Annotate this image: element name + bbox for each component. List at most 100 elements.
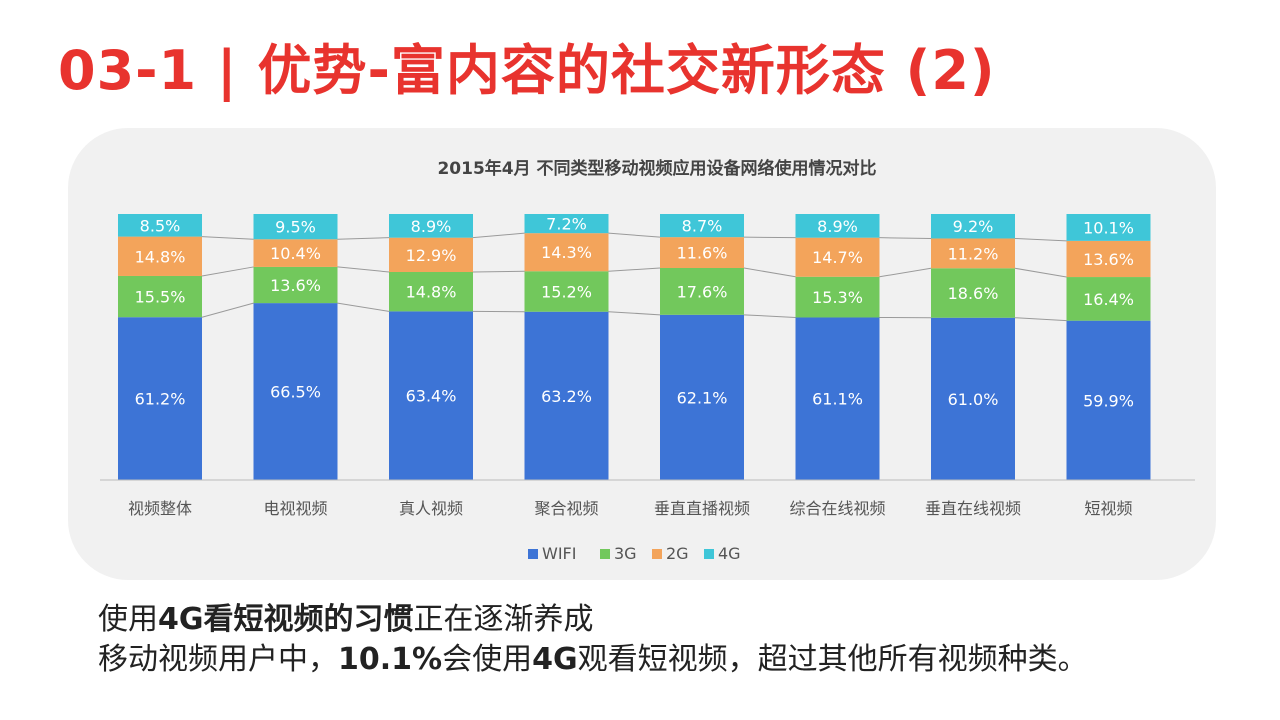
bar-segment-4g (1066, 214, 1151, 241)
category-label: 视频整体 (128, 499, 192, 518)
data-label: 14.8% (406, 283, 457, 302)
data-label: 8.9% (817, 217, 858, 236)
data-label: 14.8% (135, 247, 186, 266)
connector-line (608, 267, 661, 272)
connector-line (879, 267, 932, 278)
slide-title: 03-1 | 优势-富内容的社交新形态 (2) (58, 39, 996, 102)
summary-line-2-part-3: 观看短视频，超过其他所有视频种类。 (577, 642, 1088, 677)
data-label: 66.5% (270, 383, 321, 402)
legend-swatch-4g (704, 549, 714, 559)
bar-segment-3g (253, 266, 338, 304)
bar-segment-4g (389, 214, 473, 238)
bar-segment-wifi (389, 311, 473, 480)
data-label: 62.1% (677, 388, 728, 407)
bar-segment-wifi (795, 317, 880, 480)
bar-segment-4g (524, 214, 609, 234)
summary-line-1-bold: 4G看短视频的习惯 (158, 602, 414, 637)
connector-line (201, 266, 254, 277)
stacked-bar-chart: 2015年4月 不同类型移动视频应用设备网络使用情况对比 61.2% 15.5% 14… (100, 158, 1195, 563)
chart-title: 2015年4月 不同类型移动视频应用设备网络使用情况对比 (437, 158, 876, 179)
bar-segment-2g (389, 237, 473, 272)
data-label: 8.9% (411, 217, 452, 236)
connector-line (608, 232, 661, 238)
data-label: 11.2% (948, 244, 999, 263)
connector-line (201, 236, 254, 240)
connector-line (743, 267, 796, 278)
connector-line (1014, 237, 1067, 242)
bar-segment-3g (118, 275, 202, 318)
legend-label-3g: 3G (614, 544, 637, 563)
bar-segment-wifi (1066, 320, 1151, 480)
data-label: 10.4% (270, 244, 321, 263)
connector-line (608, 311, 661, 316)
data-label: 61.1% (812, 390, 863, 409)
bar-segment-wifi (253, 303, 338, 480)
legend-swatch-wifi (528, 549, 538, 559)
bar-segment-4g (253, 214, 338, 240)
data-label: 63.4% (406, 387, 457, 406)
legend-swatch-2g (652, 549, 662, 559)
category-label: 短视频 (1084, 499, 1132, 518)
connector-line (743, 236, 796, 239)
data-label: 15.2% (541, 282, 592, 301)
bar-segment-2g (931, 238, 1015, 269)
data-label: 16.4% (1083, 290, 1134, 309)
bar-segment-3g (931, 268, 1015, 318)
summary-line-2-bold-1: 10.1% (338, 642, 443, 677)
connector-line (472, 232, 525, 239)
data-label: 14.3% (541, 243, 592, 262)
legend-swatch-3g (600, 549, 610, 559)
data-label: 15.5% (135, 288, 186, 307)
data-label: 8.7% (682, 217, 723, 236)
bar-segment-2g (118, 236, 202, 276)
data-label: 11.6% (677, 244, 728, 263)
data-label: 13.6% (270, 276, 321, 295)
connector-line (337, 237, 390, 240)
connector-line (1014, 317, 1067, 322)
connector-line (337, 302, 390, 312)
bar-segment-2g (795, 237, 880, 277)
legend-label-4g: 4G (718, 544, 741, 563)
data-label: 8.5% (140, 216, 181, 235)
bar-segment-wifi (931, 317, 1015, 480)
connector-line (879, 237, 932, 239)
legend-label-2g: 2G (666, 544, 689, 563)
connector-line (472, 270, 525, 273)
data-label: 10.1% (1083, 218, 1134, 237)
data-label: 61.0% (948, 390, 999, 409)
summary-line-1-part-2: 正在逐渐养成 (413, 602, 594, 637)
summary-line-1-part-1: 使用 (98, 602, 158, 637)
category-label: 电视视频 (263, 499, 327, 518)
summary-line-2-bold-2: 4G (532, 642, 578, 677)
data-label: 12.9% (406, 246, 457, 265)
data-label: 9.5% (275, 218, 316, 237)
bar-segment-2g (524, 233, 609, 272)
bar-segment-wifi (660, 314, 744, 480)
category-label: 垂直在线视频 (925, 499, 1021, 518)
bar-segment-3g (1066, 277, 1151, 321)
bar-segment-4g (660, 214, 744, 238)
bar-segment-wifi (118, 317, 202, 480)
bar-segment-3g (524, 271, 609, 312)
category-label: 垂直直播视频 (654, 499, 750, 518)
data-label: 59.9% (1083, 391, 1134, 410)
bar-segment-2g (1066, 240, 1151, 278)
category-label: 聚合视频 (534, 499, 598, 518)
data-label: 14.7% (812, 248, 863, 267)
category-label: 综合在线视频 (789, 499, 885, 518)
legend-label-wifi: WIFI (542, 544, 576, 563)
bar-segment-2g (253, 239, 338, 267)
data-label: 15.3% (812, 288, 863, 307)
category-label: 真人视频 (399, 499, 463, 518)
summary-line-1: 使用4G看短视频的习惯正在逐渐养成 (98, 600, 1088, 640)
data-label: 13.6% (1083, 250, 1134, 269)
bar-segment-wifi (524, 311, 609, 480)
data-label: 18.6% (948, 284, 999, 303)
bar-segment-3g (660, 267, 744, 315)
bar-segment-3g (389, 271, 473, 312)
bar-segment-3g (795, 276, 880, 318)
data-label: 63.2% (541, 387, 592, 406)
connector-line (201, 302, 254, 318)
bar-segment-4g (931, 214, 1015, 239)
summary-text: 使用4G看短视频的习惯正在逐渐养成 移动视频用户中，10.1%会使用4G观看短视… (98, 600, 1088, 680)
